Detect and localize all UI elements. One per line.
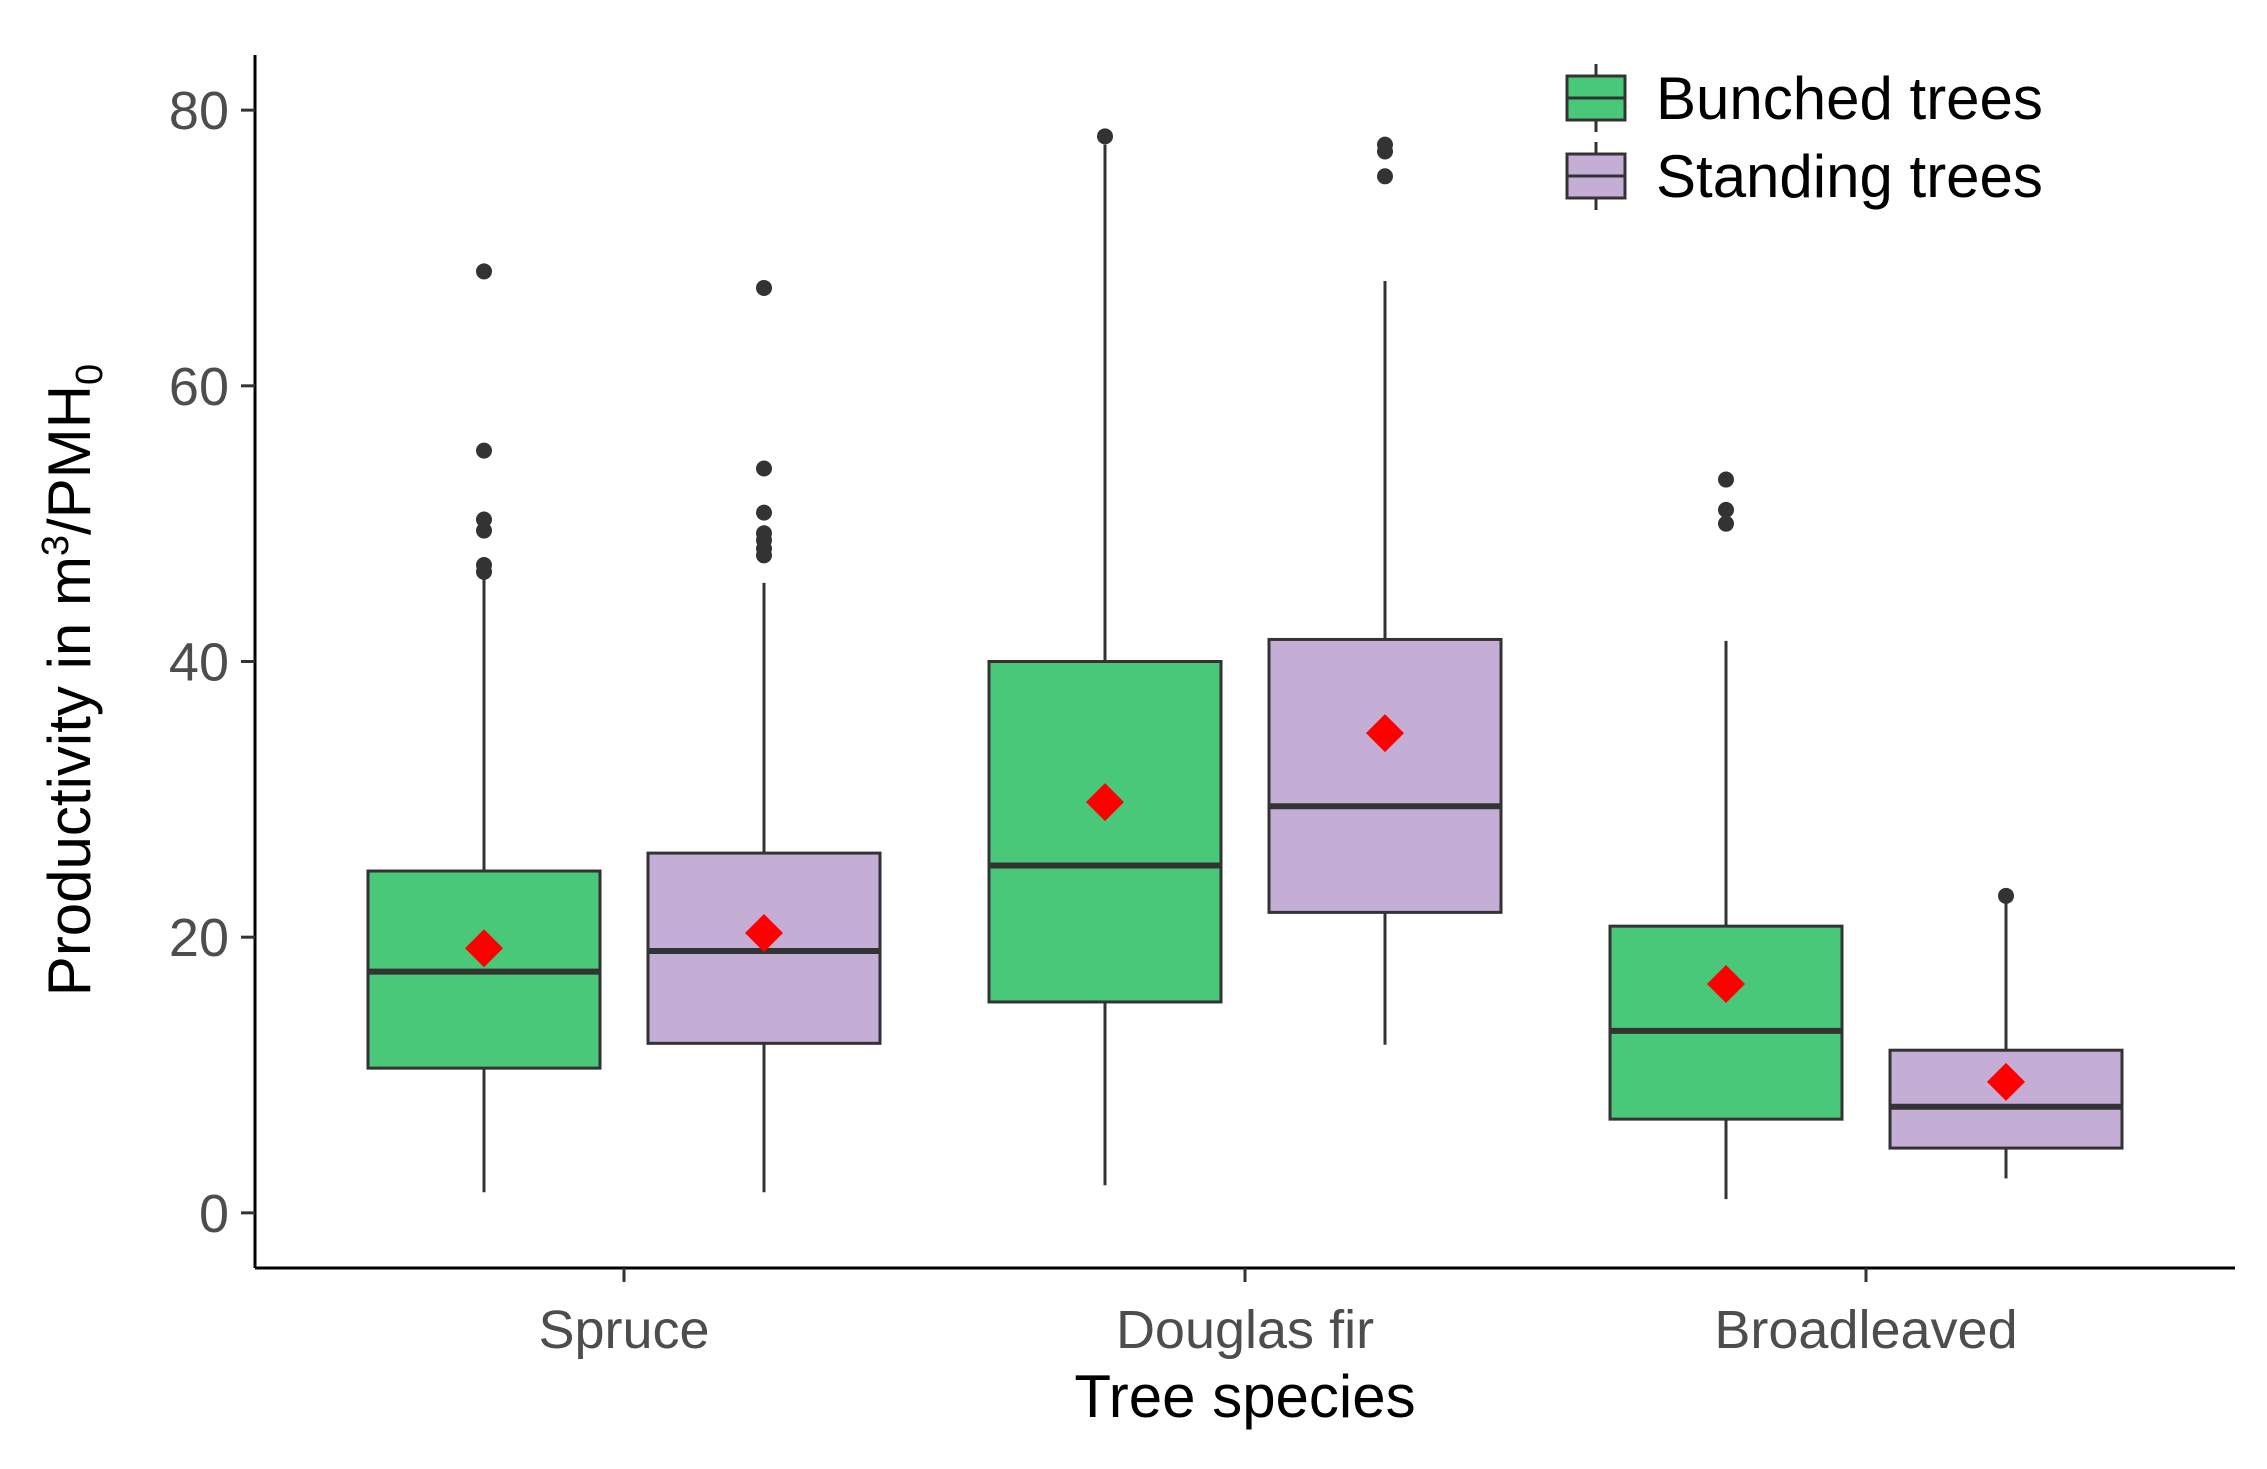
outlier-point (476, 442, 492, 459)
legend-item-1: Standing trees (1565, 142, 2043, 210)
y-axis-title-superscript: 3 (35, 535, 77, 556)
x-tick-label: Spruce (538, 1300, 709, 1360)
plot-area (366, 128, 2124, 1200)
outlier-point (476, 557, 492, 574)
y-tick-label: 80 (169, 81, 229, 141)
box-0-1 (987, 128, 1223, 1186)
outlier-point (1377, 168, 1393, 185)
y-tick-label: 40 (169, 633, 229, 693)
outlier-point (1377, 136, 1393, 153)
box-1-0 (646, 279, 882, 1193)
outlier-point (1718, 501, 1734, 518)
legend: Bunched trees Standing trees (1565, 64, 2043, 210)
outlier-point (1998, 887, 2014, 904)
outlier-point (1097, 128, 1113, 145)
box-0-0 (366, 263, 602, 1193)
outlier-point (476, 522, 492, 539)
box-body (1608, 924, 1844, 1121)
outlier-point (756, 279, 772, 296)
box-0-2 (1608, 471, 1844, 1200)
mean-marker (1086, 783, 1124, 822)
legend-label: Bunched trees (1656, 65, 2043, 132)
box-1-1 (1267, 136, 1503, 1045)
y-axis-title: Productivity in m3/PMH0 (35, 364, 111, 996)
outlier-point (756, 460, 772, 477)
axes: 0 20 40 60 80 Spruce Douglas fir Broadleaved (169, 55, 2235, 1360)
legend-item-0: Bunched trees (1565, 64, 2043, 132)
outlier-point (756, 504, 772, 521)
mean-marker (1707, 965, 1745, 1004)
y-tick-label: 0 (199, 1184, 229, 1244)
y-tick-label: 20 (169, 908, 229, 968)
x-tick-label: Broadleaved (1714, 1300, 2017, 1360)
y-axis-title-subscript: 0 (69, 364, 111, 385)
outlier-point (1718, 471, 1734, 488)
box-1-2 (1888, 887, 2124, 1179)
y-axis-title-mid: /PMH (36, 385, 103, 535)
outlier-point (476, 263, 492, 280)
mean-marker (465, 929, 503, 968)
mean-marker (745, 914, 783, 953)
mean-marker (1366, 714, 1404, 753)
legend-label: Standing trees (1656, 143, 2043, 210)
box-body (987, 660, 1223, 1004)
y-axis-title-main: Productivity in m (36, 556, 103, 996)
outlier-point (1718, 515, 1734, 532)
box-body (1267, 637, 1503, 914)
x-tick-label: Douglas fir (1116, 1300, 1374, 1360)
outlier-point (476, 511, 492, 528)
y-tick-label: 60 (169, 357, 229, 417)
outlier-point (756, 525, 772, 542)
mean-marker (1987, 1062, 2025, 1101)
x-axis-title: Tree species (1074, 1363, 1415, 1430)
